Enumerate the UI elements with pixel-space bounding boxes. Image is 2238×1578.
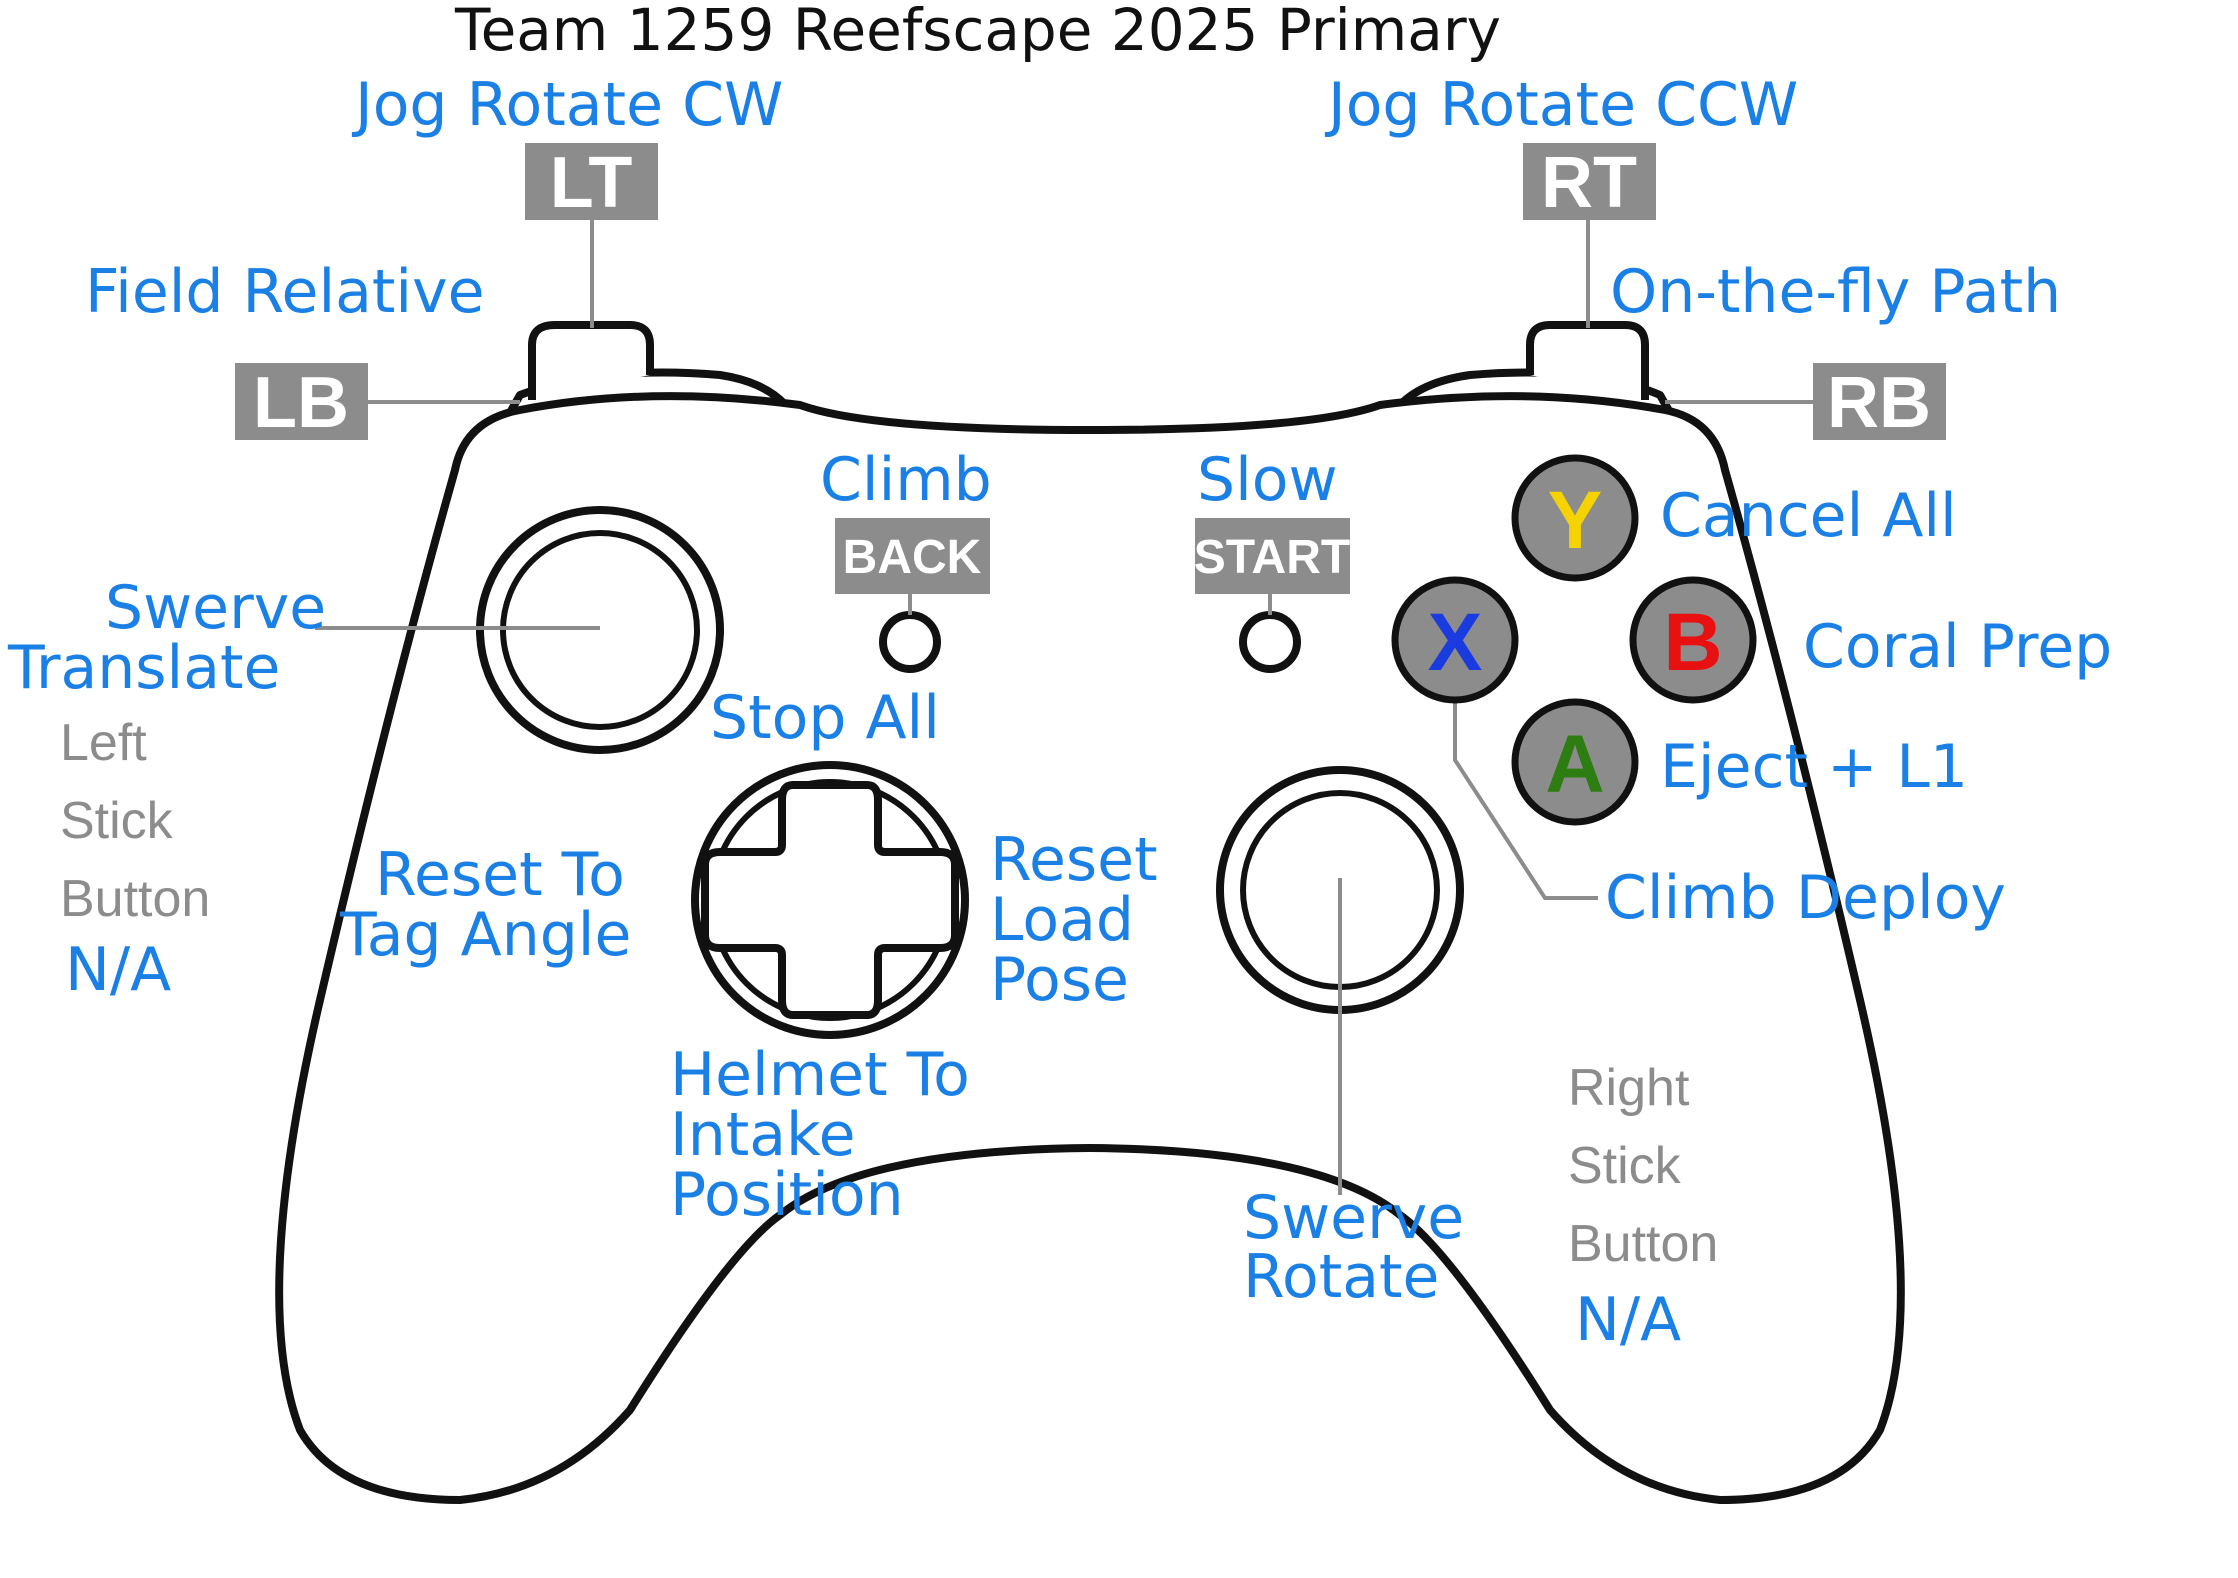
y-button-letter: Y (1548, 475, 1603, 566)
left-stick-button-caption-1: Left (60, 714, 147, 772)
b-button-letter: B (1663, 597, 1722, 688)
back-action-label: Climb (820, 445, 992, 515)
lt-badge-label: LT (550, 143, 633, 223)
y-action-label: Cancel All (1660, 481, 1957, 551)
x-button-letter: X (1428, 597, 1483, 688)
dpad-down-label-line1: Helmet To (670, 1040, 970, 1110)
lb-badge-label: LB (253, 363, 349, 443)
rt-badge: RT (1523, 143, 1656, 223)
rb-badge: RB (1813, 363, 1946, 443)
left-stick-action-line2: Translate (7, 633, 280, 703)
rt-action-label: Jog Rotate CCW (1324, 70, 1798, 140)
dpad-left-label-line2: Tag Angle (339, 900, 631, 970)
rb-action-label: On-the-fly Path (1610, 257, 2061, 327)
dpad-cross (701, 781, 959, 1019)
diagram-title: Team 1259 Reefscape 2025 Primary (454, 0, 1501, 64)
left-stick-action-line1: Swerve (105, 573, 326, 643)
dpad-up-label: Stop All (710, 683, 940, 753)
left-stick-button-caption-2: Stick (60, 792, 174, 850)
x-button-leader (1453, 690, 1598, 900)
right-stick-button-caption-2: Stick (1568, 1137, 1682, 1195)
rb-badge-label: RB (1827, 363, 1931, 443)
x-action-label: Climb Deploy (1605, 863, 2006, 933)
back-badge: BACK (835, 518, 990, 594)
right-stick-button-caption-3: Button (1568, 1215, 1718, 1273)
dpad (691, 761, 969, 1039)
right-stick-button-action: N/A (1575, 1285, 1681, 1355)
x-button: X (1391, 576, 1519, 704)
dpad-right-label-line3: Pose (990, 945, 1129, 1015)
y-button: Y (1511, 454, 1639, 582)
dpad-down-label-line2: Intake (670, 1100, 856, 1170)
start-badge: START (1194, 518, 1350, 594)
left-stick-button-action: N/A (65, 935, 171, 1005)
a-action-label: Eject + L1 (1660, 732, 1968, 802)
start-action-label: Slow (1197, 445, 1338, 515)
right-stick-action-line2: Rotate (1243, 1242, 1439, 1312)
start-badge-label: START (1194, 531, 1350, 584)
right-stick-button-caption-1: Right (1568, 1059, 1690, 1117)
a-button-letter: A (1545, 719, 1604, 810)
dpad-down-label-line3: Position (670, 1160, 904, 1230)
lb-action-label: Field Relative (85, 257, 485, 327)
dpad-left-label-line1: Reset To (375, 840, 625, 910)
right-stick-action-line1: Swerve (1243, 1183, 1464, 1253)
back-button (879, 611, 941, 673)
lt-action-label: Jog Rotate CW (351, 70, 783, 140)
back-badge-label: BACK (843, 531, 982, 584)
start-button (1239, 611, 1301, 673)
lt-badge: LT (525, 143, 658, 223)
b-button: B (1629, 576, 1757, 704)
left-stick-button-caption-3: Button (60, 870, 210, 928)
dpad-right-label-line1: Reset (990, 825, 1158, 895)
lb-badge: LB (235, 363, 368, 443)
b-action-label: Coral Prep (1803, 612, 2112, 682)
rt-badge-label: RT (1541, 143, 1637, 223)
dpad-right-label-line2: Load (990, 885, 1134, 955)
a-button: A (1511, 698, 1639, 826)
